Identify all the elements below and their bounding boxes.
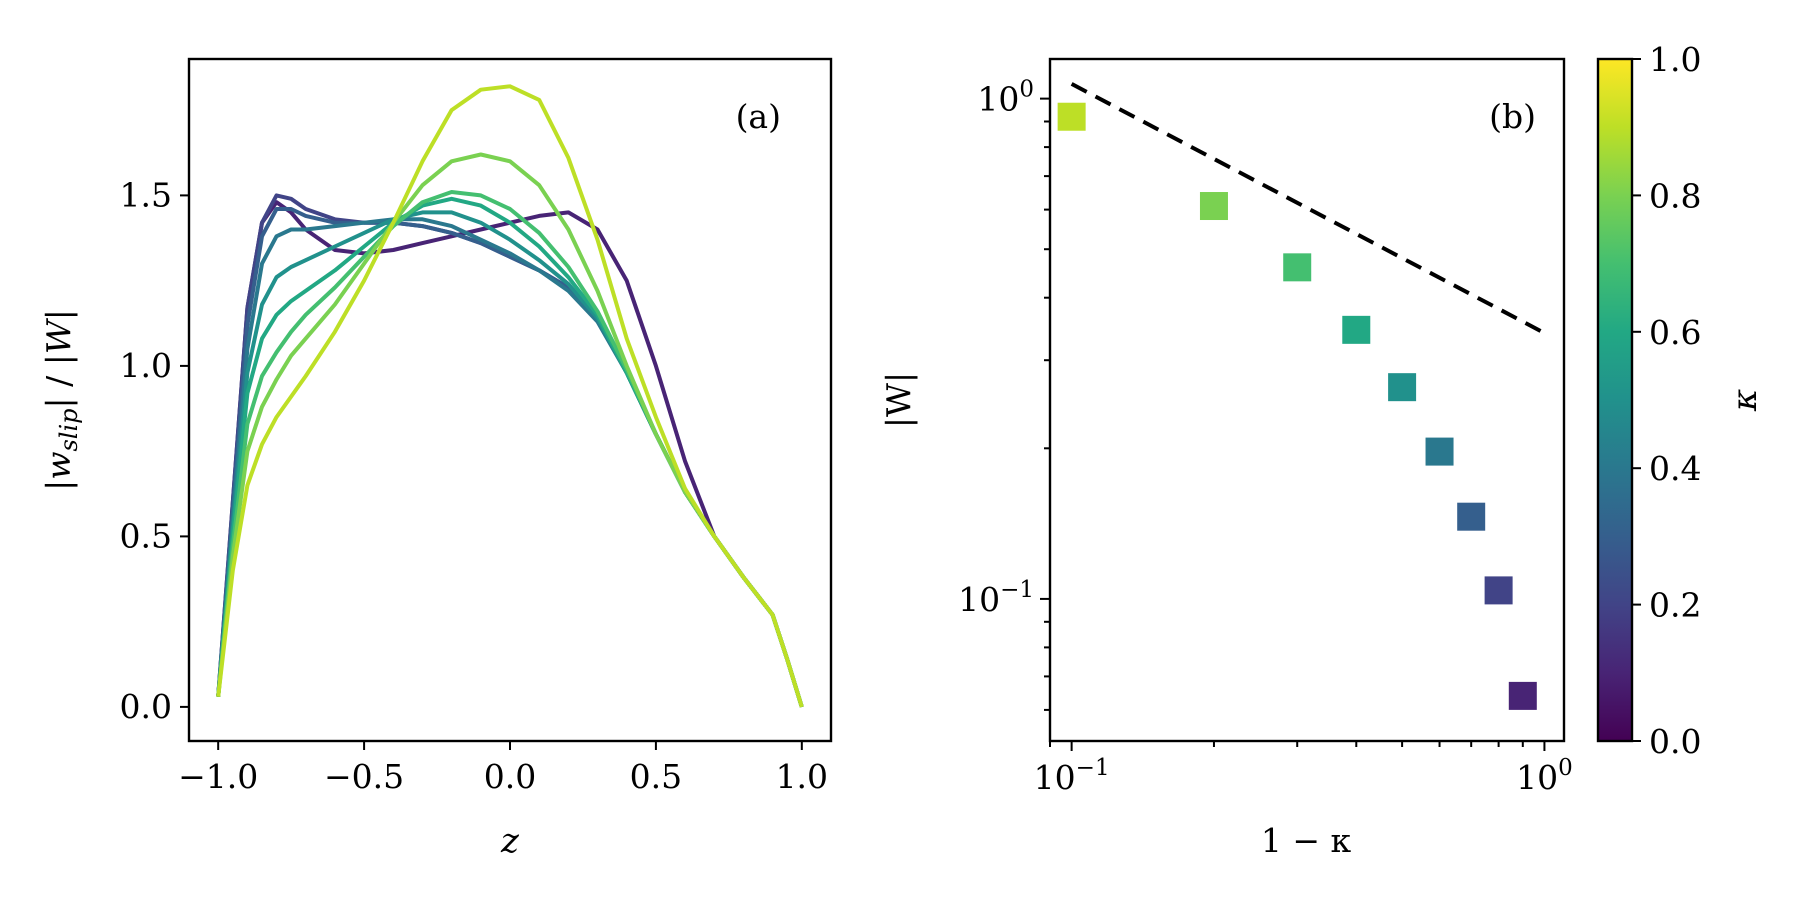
panel-a: −1.0 −0.5 0.0 0.5 1.0 0.00.51.01.5 (a) z |ws… [39, 57, 833, 861]
panel-b-x-tick-label: 100 [1516, 755, 1573, 797]
panel-b-point-2 [1199, 192, 1228, 221]
colorbar-fill [1598, 59, 1632, 741]
panel-a-x-tick-label: 0.5 [630, 757, 682, 796]
panel-a-series-line-2 [216, 193, 804, 708]
panel-b-point-1 [1057, 102, 1086, 131]
panel-b-frame [1048, 57, 1566, 743]
panel-a-series-line-3 [216, 207, 804, 708]
panel-a-frame [187, 57, 833, 743]
panel-a-series-group [216, 84, 804, 708]
panel-a-ylabel-mid: | / | [39, 354, 78, 408]
panel-a-series-line-5 [216, 210, 804, 708]
panel-a-ylabel-W: W [39, 317, 78, 354]
panel-a-y-tick-label: 1.5 [120, 175, 172, 214]
panel-a-ylabel-bar-close: | [39, 309, 78, 320]
panel-a-series-line-9 [216, 84, 804, 708]
panel-a-series-line-7 [216, 190, 804, 708]
colorbar: 0.0 0.2 0.4 0.6 0.8 1.0 κ [1596, 40, 1765, 761]
panel-b-point-9 [1508, 681, 1537, 710]
colorbar-tick-label: 0.2 [1649, 586, 1701, 625]
panel-a-series-line-6 [216, 196, 804, 708]
panel-b-point-3 [1283, 253, 1312, 282]
colorbar-label: κ [1725, 389, 1765, 412]
colorbar-tick-label: 0.8 [1649, 176, 1701, 215]
panel-b-minor-ticks [1044, 120, 1524, 747]
panel-b-y-tick-label: 10−1 [958, 577, 1034, 619]
colorbar-tick-label: 0.6 [1649, 313, 1701, 352]
panel-a-y-ticks: 0.0 0.5 1.0 1.5 [120, 175, 189, 726]
panel-b: 10−1 100 100 10−1 (b) 1 − κ |W| [879, 57, 1573, 860]
panel-b-point-4 [1342, 315, 1371, 344]
panel-a-series-line-1 [216, 200, 804, 708]
panel-a-y-tick-label: 0.0 [120, 687, 172, 726]
panel-a-y-tick-label: 1.0 [120, 346, 172, 385]
colorbar-tick-label: 0.0 [1649, 722, 1701, 761]
panel-a-x-tick-label: 1.0 [776, 757, 828, 796]
panel-b-x-axis-label: 1 − κ [1261, 821, 1352, 860]
panel-b-point-6 [1425, 437, 1454, 466]
panel-b-x-tick-label: 10−1 [1034, 755, 1110, 797]
colorbar-tick-label: 0.4 [1649, 449, 1701, 488]
panel-b-y-axis-label: |W| [879, 372, 918, 428]
panel-b-xlabel: 1 − κ [1261, 821, 1352, 860]
panel-b-major-ticks: 10−1 100 100 10−1 [958, 77, 1573, 797]
panel-b-point-8 [1484, 576, 1513, 605]
colorbar-ticks: 0.0 0.2 0.4 0.6 0.8 1.0 [1632, 40, 1701, 761]
panel-b-y-tick-label: 100 [977, 77, 1034, 119]
panel-a-ylabel-sub: slip [55, 408, 83, 451]
panel-a-y-axis-label: |wslip| / |W| [39, 309, 83, 491]
panel-a-x-axis-label: z [500, 821, 520, 861]
panel-a-y-tick-label: 0.5 [120, 516, 172, 555]
panel-b-point-5 [1388, 373, 1417, 402]
panel-b-reference-line [1070, 82, 1546, 335]
panel-a-label: (a) [736, 97, 781, 136]
panel-b-points-group [1057, 102, 1537, 710]
panel-a-x-ticks: −1.0 −0.5 0.0 0.5 1.0 [178, 741, 828, 796]
panel-a-x-tick-label: −0.5 [324, 757, 404, 796]
panel-a-ylabel-main: w [39, 452, 78, 480]
colorbar-tick-label: 1.0 [1649, 40, 1701, 79]
panel-a-series-line-8 [216, 152, 804, 708]
panel-a-x-tick-label: −1.0 [178, 757, 258, 796]
panel-a-x-tick-label: 0.0 [484, 757, 536, 796]
panel-b-label: (b) [1489, 97, 1536, 136]
colorbar-frame [1596, 57, 1634, 743]
panel-a-ylabel-bar-open: | [39, 480, 78, 491]
panel-b-point-7 [1457, 502, 1486, 531]
